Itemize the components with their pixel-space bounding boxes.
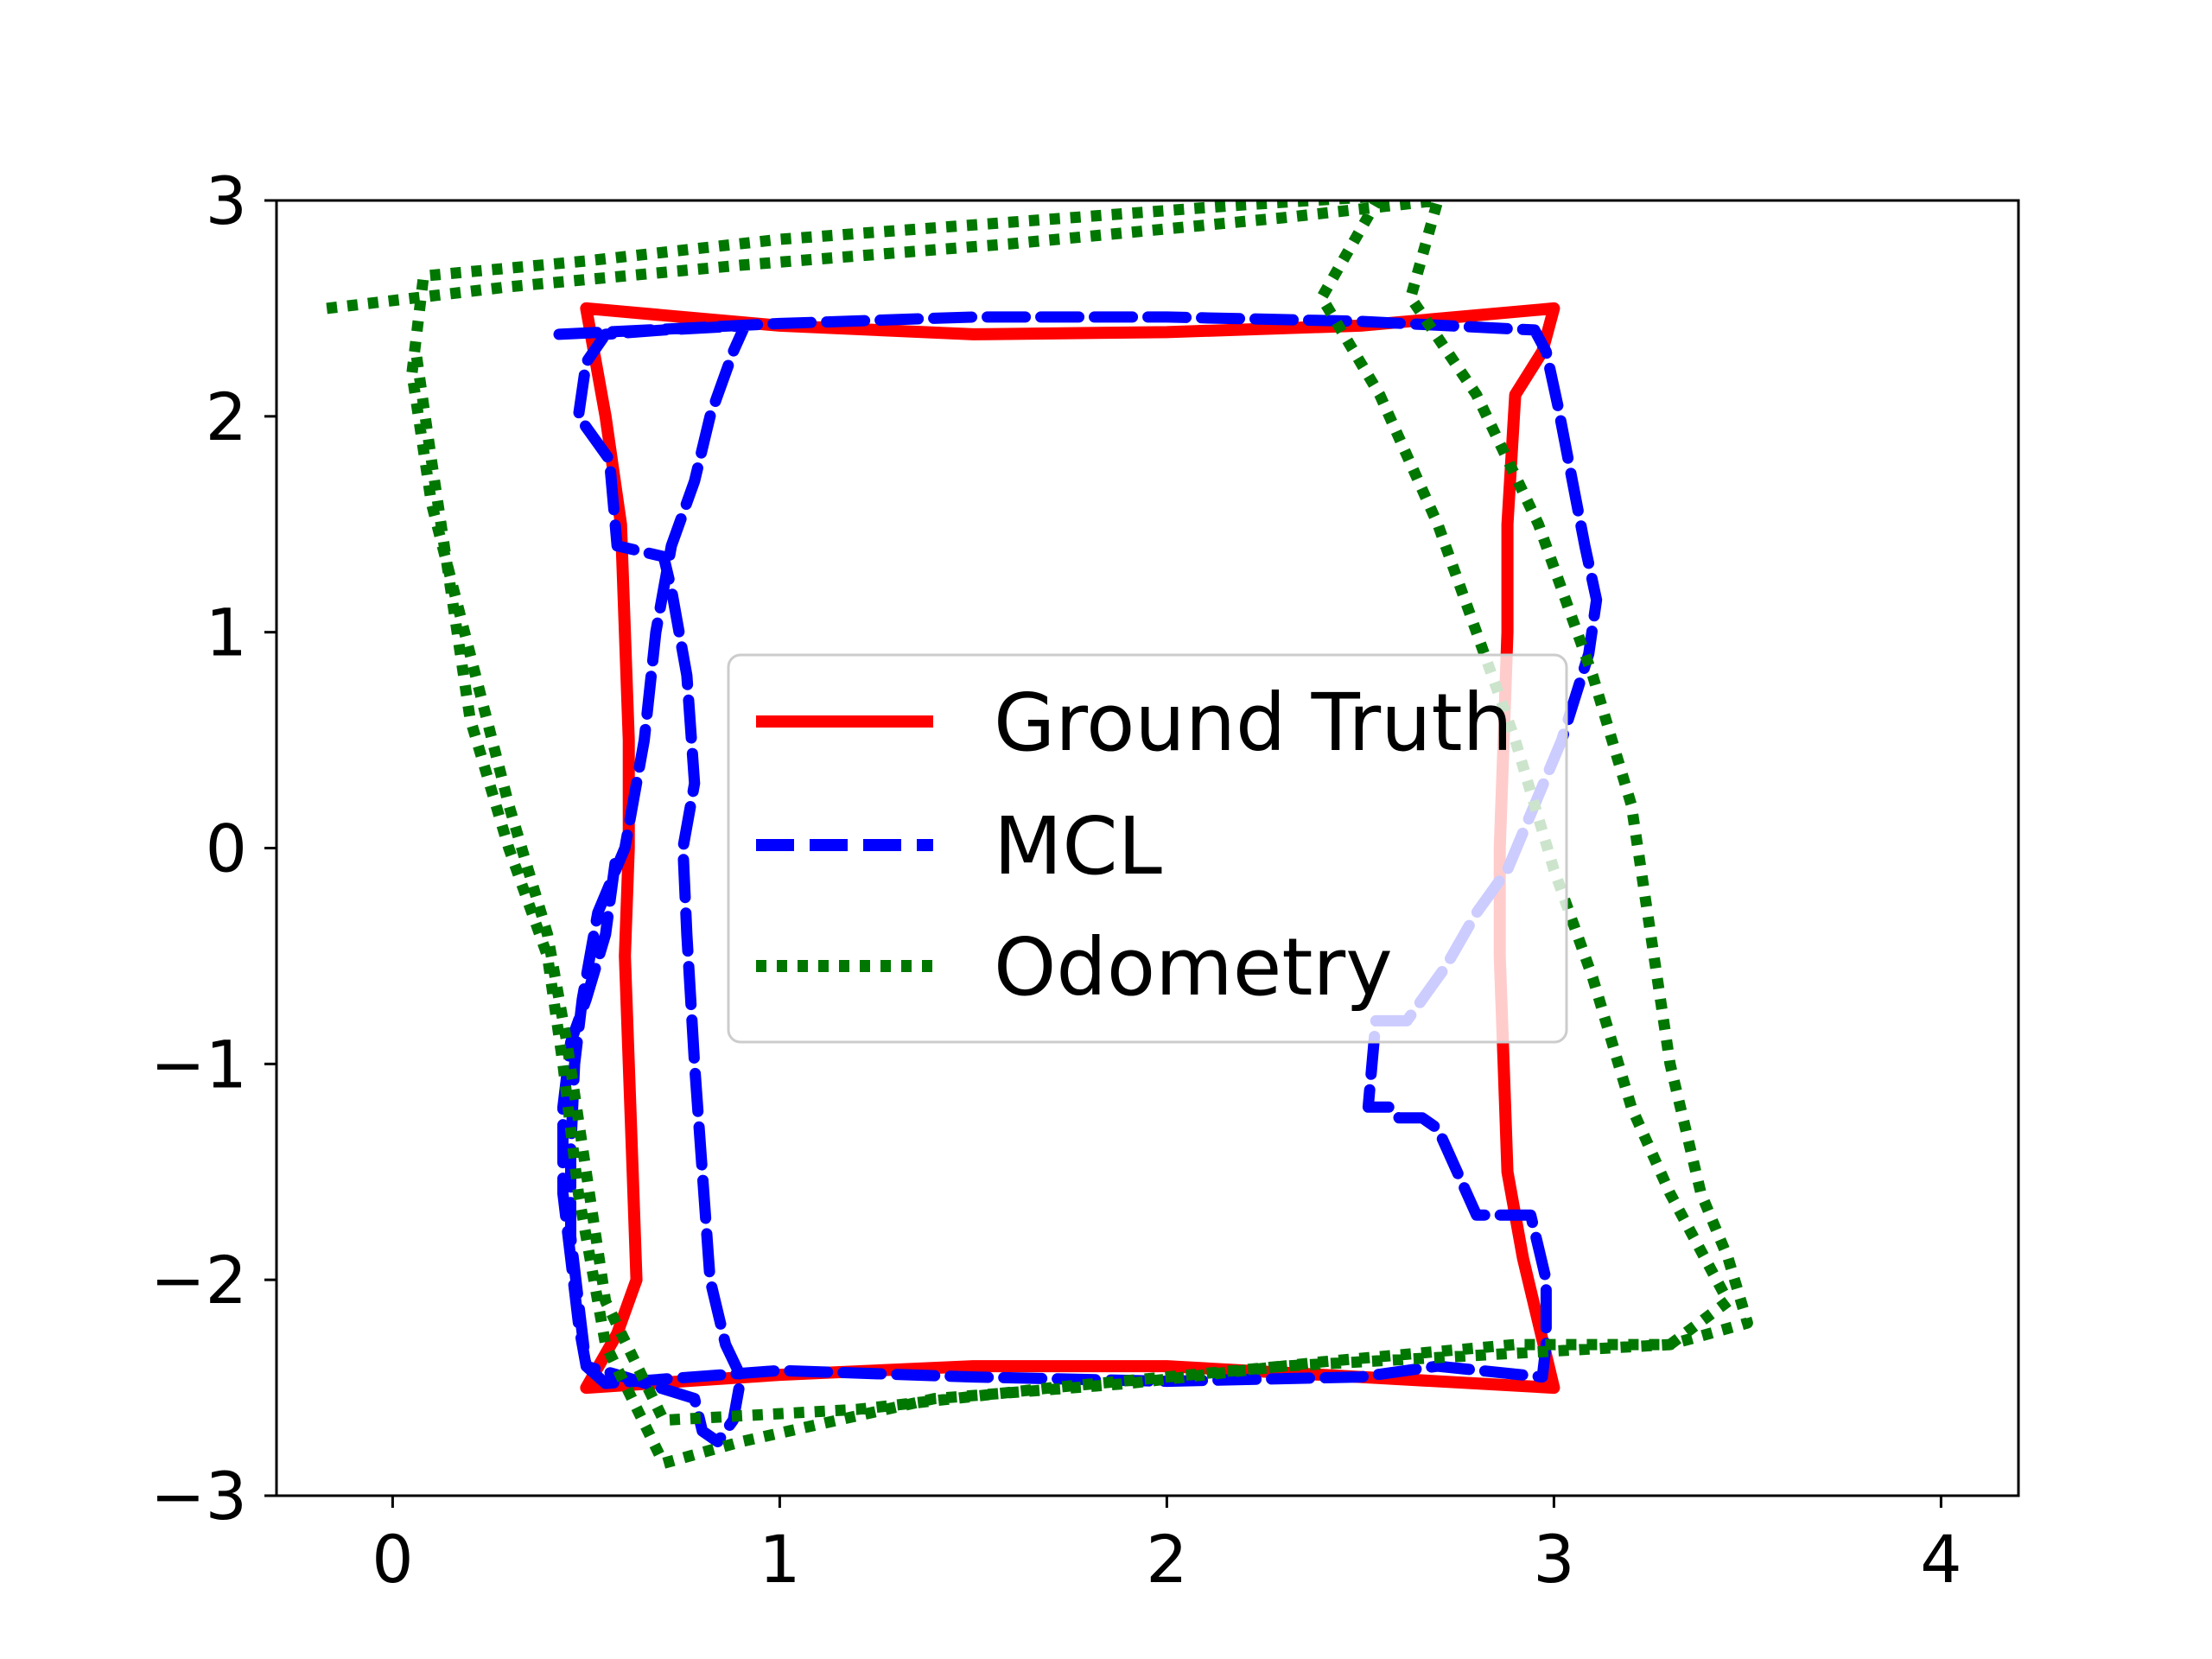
y-tick-label: 1 <box>206 594 247 671</box>
y-tick-label: 3 <box>206 162 247 239</box>
y-axis: −3 −2 −1 0 1 2 3 <box>150 162 276 1535</box>
x-axis: 0 1 2 3 4 <box>372 1496 1962 1598</box>
legend: Ground Truth MCL Odometry <box>727 653 1568 1044</box>
y-tick-label: −2 <box>150 1242 247 1319</box>
y-tick-label: 0 <box>206 810 247 887</box>
legend-frame <box>727 653 1568 1044</box>
x-tick-label: 4 <box>1920 1521 1961 1598</box>
series-line-odometry <box>326 200 1753 1469</box>
x-tick-label: 3 <box>1533 1521 1574 1598</box>
y-tick-label: −3 <box>150 1458 247 1535</box>
legend-label-mcl: MCL <box>994 800 1162 893</box>
x-tick-label: 2 <box>1146 1521 1187 1598</box>
y-tick-label: −1 <box>150 1026 247 1103</box>
y-tick-label: 2 <box>206 378 247 455</box>
x-tick-label: 0 <box>372 1521 413 1598</box>
x-tick-label: 1 <box>759 1521 800 1598</box>
legend-label-odometry: Odometry <box>994 921 1393 1014</box>
legend-label-ground-truth: Ground Truth <box>994 677 1513 769</box>
